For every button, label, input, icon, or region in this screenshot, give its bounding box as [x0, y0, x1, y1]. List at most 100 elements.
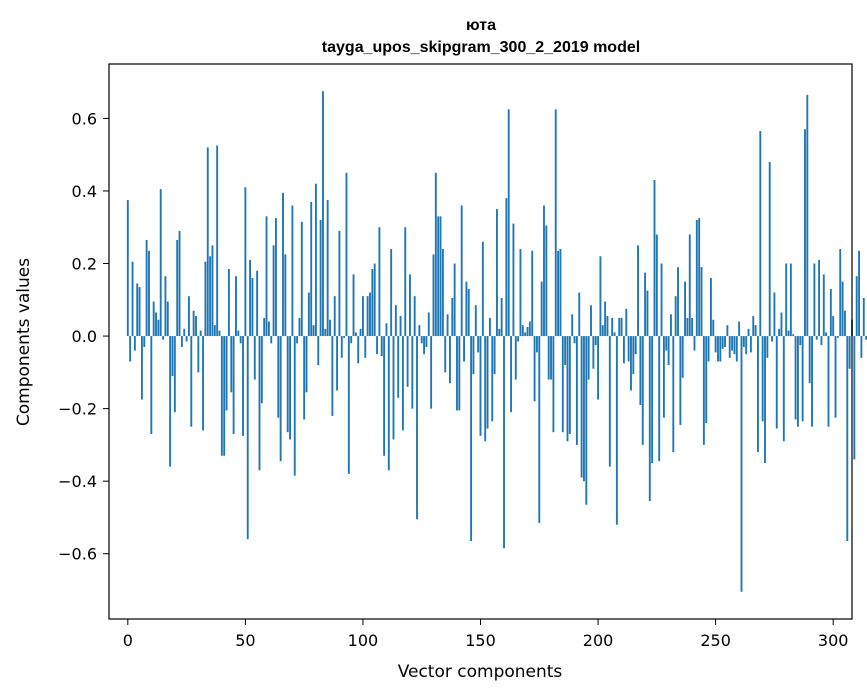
bar-172 [531, 250, 534, 337]
bar-174 [535, 336, 538, 353]
bar-245 [702, 336, 705, 445]
bar-160 [503, 336, 505, 549]
bar-312 [860, 336, 863, 358]
bar-222 [648, 336, 651, 502]
bar-82 [319, 219, 322, 337]
bar-177 [543, 205, 545, 337]
bar-285 [796, 336, 799, 427]
bar-209 [618, 317, 621, 337]
bar-14 [159, 189, 162, 337]
bar-273 [768, 161, 771, 337]
bar-186 [564, 336, 567, 366]
bar-268 [757, 336, 759, 453]
bar-197 [590, 305, 592, 337]
bar-291 [811, 336, 813, 427]
bar-193 [580, 336, 583, 478]
bar-78 [310, 201, 313, 337]
bar-196 [587, 336, 590, 380]
bar-313 [862, 297, 865, 337]
bar-251 [717, 336, 719, 362]
bar-3 [133, 336, 136, 351]
bar-54 [253, 336, 256, 380]
bar-61 [270, 336, 273, 344]
bar-5 [138, 287, 141, 337]
bar-147 [472, 336, 475, 375]
bar-131 [434, 172, 437, 337]
bar-259 [735, 336, 738, 362]
bar-253 [721, 336, 724, 349]
bar-169 [524, 332, 527, 337]
bar-68 [286, 336, 289, 433]
bar-72 [296, 336, 299, 344]
bar-257 [731, 336, 734, 351]
bar-294 [818, 259, 821, 337]
bar-226 [658, 336, 661, 462]
bar-271 [764, 336, 766, 464]
bar-201 [599, 256, 602, 337]
x-tick-label: 250 [700, 631, 731, 650]
bar-23 [180, 336, 183, 347]
bar-102 [366, 296, 369, 337]
bar-93 [345, 172, 348, 337]
bar-17 [166, 301, 169, 337]
bar-276 [775, 336, 778, 429]
bar-59 [265, 216, 268, 337]
bar-135 [444, 336, 447, 373]
bar-106 [376, 336, 378, 355]
bar-284 [794, 336, 797, 420]
bar-36 [211, 245, 214, 337]
bar-180 [550, 336, 552, 380]
bar-4 [136, 283, 139, 337]
bar-304 [841, 281, 844, 337]
bar-229 [665, 336, 668, 351]
bar-168 [521, 325, 524, 337]
bar-65 [279, 336, 282, 462]
bar-162 [507, 109, 510, 337]
bar-15 [162, 336, 165, 340]
bar-88 [333, 296, 336, 337]
bar-1 [129, 336, 132, 362]
bar-46 [235, 276, 237, 337]
bar-50 [244, 187, 247, 337]
bar-256 [728, 336, 731, 358]
bar-250 [714, 336, 717, 353]
bar-286 [799, 336, 802, 346]
bar-242 [695, 219, 698, 337]
x-tick-label: 50 [235, 631, 255, 650]
bar-289 [806, 94, 809, 337]
bar-0 [126, 200, 129, 337]
bar-39 [218, 330, 221, 337]
bar-127 [425, 336, 428, 347]
bar-77 [307, 292, 310, 337]
bar-99 [359, 328, 362, 337]
bar-118 [404, 227, 407, 337]
bar-145 [467, 288, 470, 337]
bar-136 [446, 314, 449, 337]
bar-30 [197, 336, 200, 373]
y-axis-label: Components values [14, 258, 34, 426]
bar-110 [385, 323, 388, 337]
bar-19 [171, 336, 174, 376]
y-tick-label: −0.2 [58, 400, 97, 419]
bar-90 [338, 230, 341, 337]
bar-305 [844, 310, 846, 337]
bar-79 [312, 325, 315, 337]
bar-67 [284, 254, 287, 337]
y-axis-ticks: −0.6 −0.4 −0.2 0.0 0.2 0.4 0.6 [58, 109, 109, 564]
bar-198 [592, 336, 595, 369]
bar-132 [437, 216, 440, 337]
bar-296 [822, 274, 825, 337]
bar-109 [383, 336, 386, 456]
bar-221 [646, 290, 649, 337]
bar-194 [583, 336, 585, 482]
bar-295 [820, 336, 823, 346]
bar-12 [155, 312, 157, 337]
bar-28 [192, 310, 195, 337]
plot-frame [108, 63, 853, 620]
bar-155 [491, 336, 494, 422]
bar-112 [390, 249, 393, 337]
bar-173 [533, 336, 536, 402]
bar-75 [303, 336, 306, 420]
bar-158 [498, 328, 501, 337]
bar-122 [413, 296, 416, 337]
